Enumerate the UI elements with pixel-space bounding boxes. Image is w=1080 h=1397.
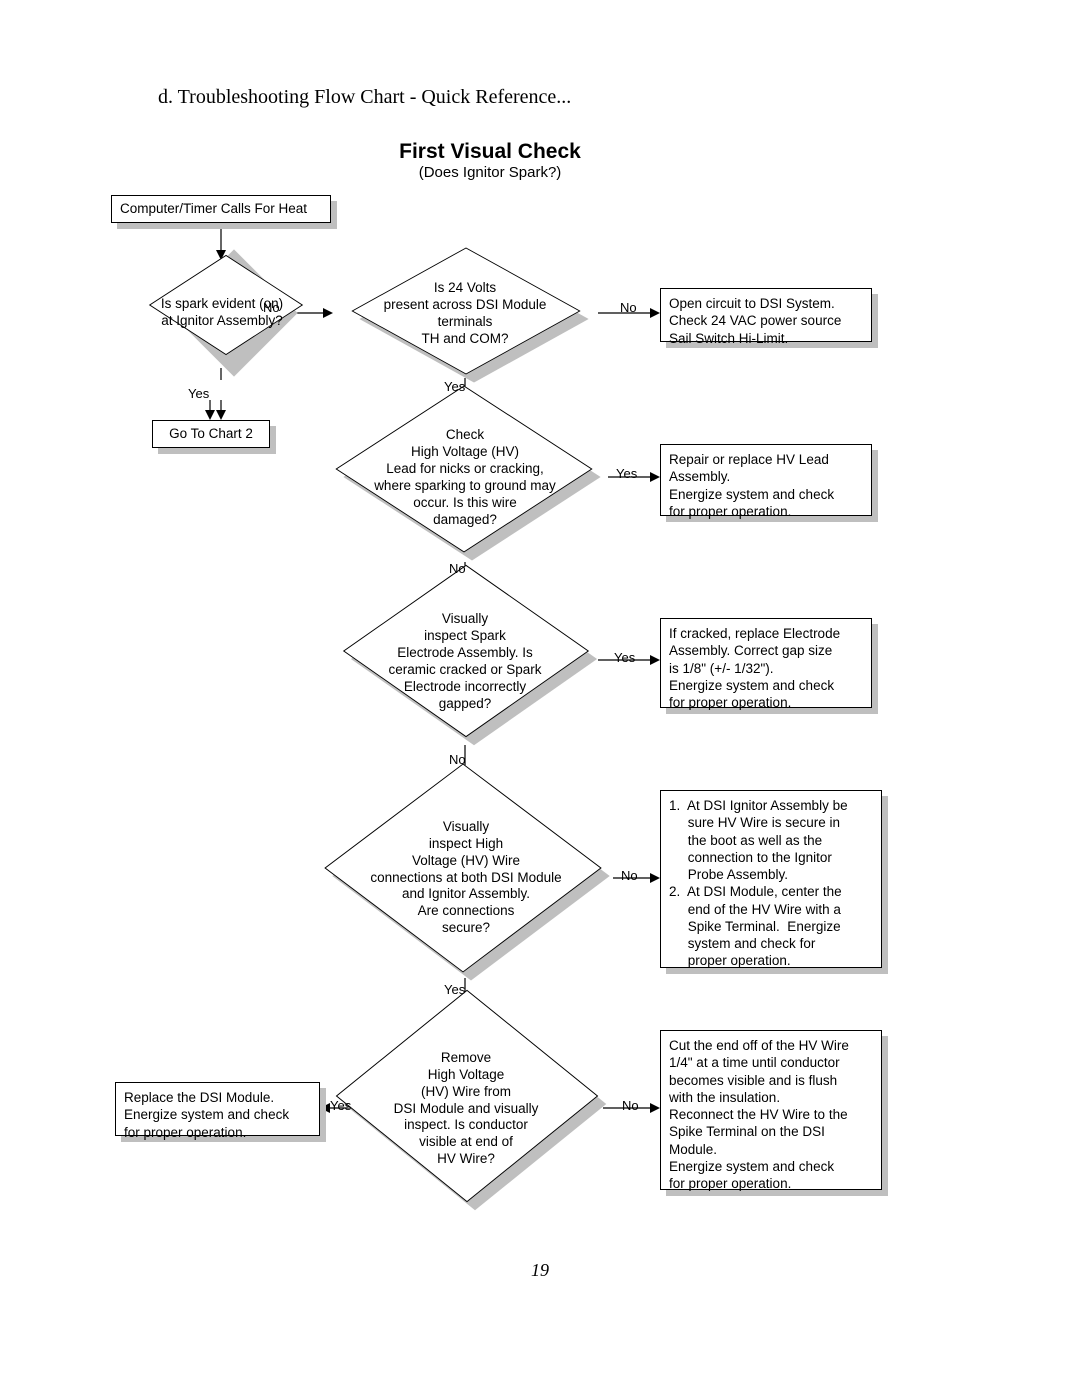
node-cut-end-text: Cut the end off of the HV Wire1/4" at a …: [669, 1038, 849, 1191]
node-secure-list: 1. At DSI Ignitor Assembly be sure HV Wi…: [660, 790, 882, 968]
decision-hv-lead-text: CheckHigh Voltage (HV)Lead for nicks or …: [350, 427, 580, 529]
page-number: 19: [520, 1260, 560, 1281]
node-open-circuit-text: Open circuit to DSI System.Check 24 VAC …: [669, 296, 841, 346]
node-replace-dsi-text: Replace the DSI Module.Energize system a…: [124, 1090, 289, 1140]
node-replace-hv-text: Repair or replace HV LeadAssembly.Energi…: [669, 452, 834, 519]
node-open-circuit: Open circuit to DSI System.Check 24 VAC …: [660, 288, 872, 342]
section-heading: d. Troubleshooting Flow Chart - Quick Re…: [158, 86, 571, 109]
node-start-text: Computer/Timer Calls For Heat: [120, 200, 307, 217]
edge-label-no-5: No: [621, 868, 638, 883]
node-cracked-replace-text: If cracked, replace ElectrodeAssembly. C…: [669, 626, 840, 710]
edge-label-no-2: No: [620, 300, 637, 315]
edge-label-yes-4: Yes: [614, 650, 635, 665]
chart-subtitle: (Does Ignitor Spark?): [400, 164, 580, 181]
edge-label-no-1: No: [263, 300, 280, 315]
node-goto-chart-2: Go To Chart 2: [152, 420, 270, 448]
decision-connections-text: Visuallyinspect HighVoltage (HV) Wirecon…: [340, 818, 592, 938]
edge-label-yes-1: Yes: [188, 386, 209, 401]
decision-conductor-text: RemoveHigh Voltage(HV) Wire fromDSI Modu…: [352, 1050, 580, 1168]
edge-label-no-4: No: [449, 752, 466, 767]
edge-label-no-3: No: [449, 561, 466, 576]
node-cut-end: Cut the end off of the HV Wire1/4" at a …: [660, 1030, 882, 1190]
node-goto-chart-2-text: Go To Chart 2: [169, 425, 253, 442]
chart-title: First Visual Check: [390, 140, 590, 164]
edge-label-no-6: No: [622, 1098, 639, 1113]
decision-electrode-text: Visuallyinspect SparkElectrode Assembly.…: [358, 612, 572, 712]
decision-24v-text: Is 24 Voltspresent across DSI Moduleterm…: [355, 278, 575, 350]
node-start: Computer/Timer Calls For Heat: [111, 195, 331, 223]
edge-label-yes-6: Yes: [330, 1098, 351, 1113]
decision-spark-text: Is spark evident (on)at Ignitor Assembly…: [136, 287, 308, 339]
node-cracked-replace: If cracked, replace ElectrodeAssembly. C…: [660, 618, 872, 708]
edge-label-yes-2: Yes: [444, 379, 465, 394]
node-replace-dsi: Replace the DSI Module.Energize system a…: [115, 1082, 320, 1136]
page: d. Troubleshooting Flow Chart - Quick Re…: [0, 0, 1080, 1397]
node-replace-hv: Repair or replace HV LeadAssembly.Energi…: [660, 444, 872, 516]
edge-label-yes-5: Yes: [444, 982, 465, 997]
node-secure-list-text: 1. At DSI Ignitor Assembly be sure HV Wi…: [669, 798, 848, 968]
edge-label-yes-3: Yes: [616, 466, 637, 481]
